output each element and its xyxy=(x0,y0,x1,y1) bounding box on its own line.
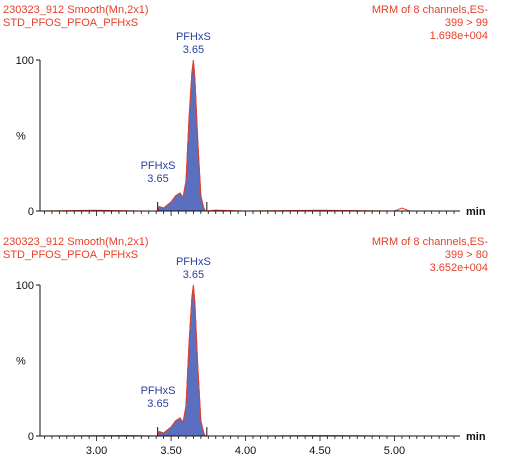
sample-name: 230323_912 Smooth(Mn,2x1) xyxy=(3,236,149,248)
chromatogram-panel-1: 230323_912 Smooth(Mn,2x1) STD_PFOS_PFOA_… xyxy=(0,0,510,225)
peak-label-name: PFHxS xyxy=(176,256,211,268)
x-tick-label: 3.50 xyxy=(160,445,181,457)
peak-label-name: PFHxS xyxy=(141,385,176,397)
intensity: 1.698e+004 xyxy=(429,30,488,42)
y-tick-label-100: 100 xyxy=(16,55,34,67)
peak-fill xyxy=(157,284,207,437)
peak-label-name: PFHxS xyxy=(141,160,176,172)
chromatogram-trace xyxy=(39,59,460,212)
y-tick-label-0: 0 xyxy=(28,431,34,443)
x-axis-unit: min xyxy=(466,431,486,443)
peak-label-rt: 3.65 xyxy=(183,44,204,56)
sample-name: 230323_912 Smooth(Mn,2x1) xyxy=(3,4,149,16)
peak-label-name: PFHxS xyxy=(176,31,211,43)
mrm-channels: MRM of 8 channels,ES- xyxy=(371,236,488,248)
x-tick-label: 3.00 xyxy=(86,445,107,457)
y-tick-label-100: 100 xyxy=(16,280,34,292)
mrm-channels: MRM of 8 channels,ES- xyxy=(371,4,488,16)
transition: 399 > 99 xyxy=(444,17,488,29)
x-tick-label: 5.00 xyxy=(384,445,405,457)
chromatogram-trace xyxy=(39,284,460,437)
peak-fill xyxy=(157,59,207,212)
standard-name: STD_PFOS_PFOA_PFHxS xyxy=(3,17,139,29)
peak-label-rt: 3.65 xyxy=(147,173,168,185)
y-axis-label: % xyxy=(16,131,26,143)
intensity: 3.652e+004 xyxy=(429,262,488,274)
x-axis-unit: min xyxy=(466,206,486,218)
y-tick-label-0: 0 xyxy=(28,206,34,218)
standard-name: STD_PFOS_PFOA_PFHxS xyxy=(3,249,139,261)
chromatogram-panel-2: 230323_912 Smooth(Mn,2x1) STD_PFOS_PFOA_… xyxy=(0,232,510,475)
transition: 399 > 80 xyxy=(444,249,488,261)
y-axis-label: % xyxy=(16,356,26,368)
peak-label-rt: 3.65 xyxy=(183,269,204,281)
x-tick-label: 4.50 xyxy=(309,445,330,457)
peak-label-rt: 3.65 xyxy=(147,398,168,410)
x-tick-label: 4.00 xyxy=(235,445,256,457)
